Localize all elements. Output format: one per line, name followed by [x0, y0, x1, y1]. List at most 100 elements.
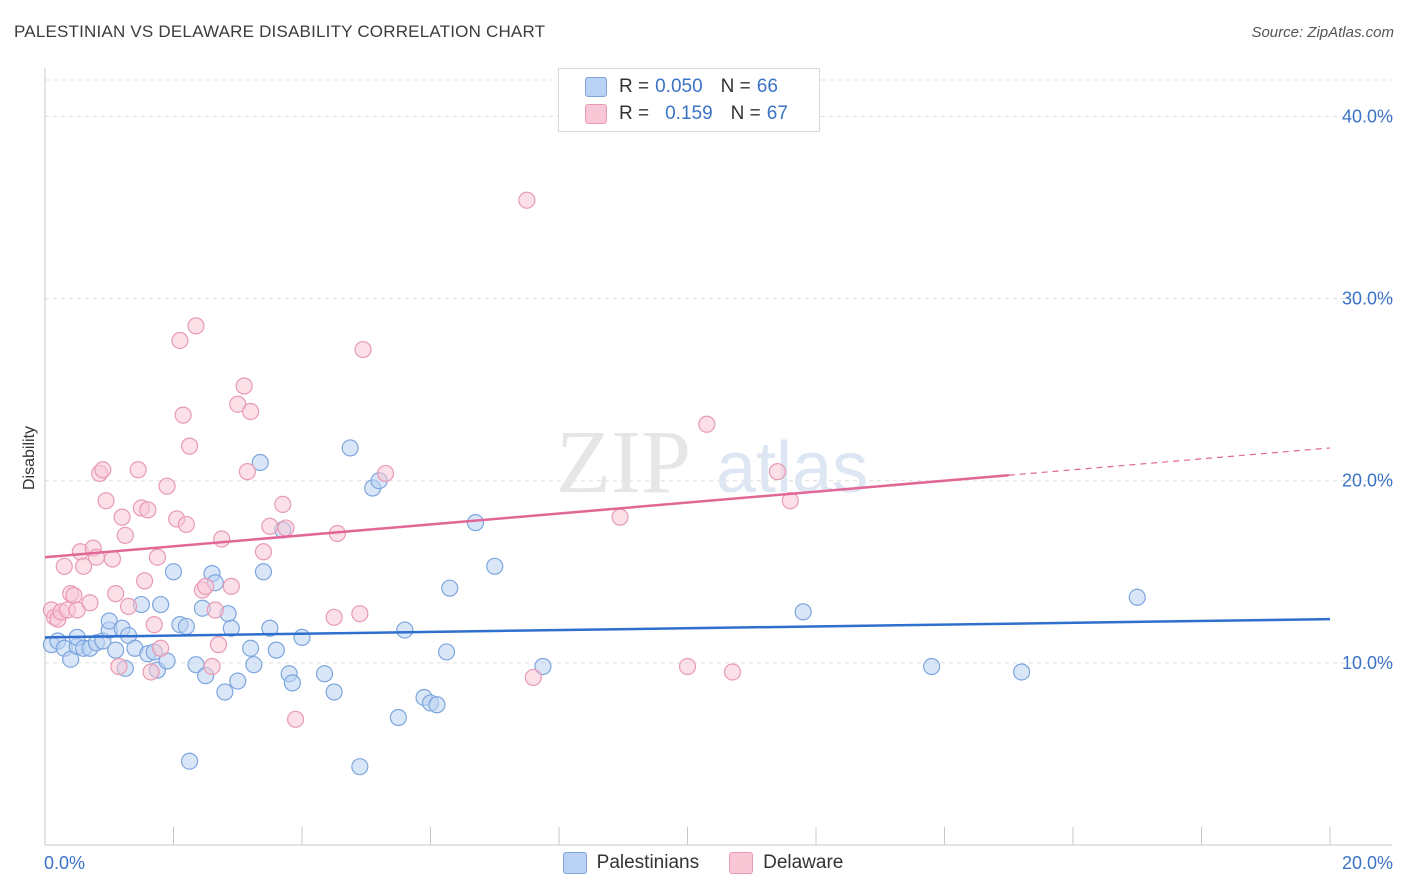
point-delaware [145, 616, 163, 634]
legend-r-label: R = [619, 76, 650, 97]
point-palestinians [152, 595, 170, 614]
chart-title: PALESTINIAN VS DELAWARE DISABILITY CORRE… [14, 22, 546, 41]
point-palestinians [216, 683, 234, 701]
point-delaware [81, 594, 99, 612]
point-delaware [177, 515, 195, 534]
point-delaware [678, 657, 697, 676]
bottom-legend-swatch-blue [562, 852, 587, 874]
point-palestinians [325, 683, 343, 701]
point-delaware [107, 585, 125, 603]
legend-n-label: N = [730, 103, 761, 124]
point-palestinians [177, 617, 195, 636]
y-tick-label: 20.0% [1342, 471, 1393, 491]
point-palestinians [341, 439, 359, 457]
point-palestinians [923, 657, 941, 676]
legend-box: R = 0.050 N = 66 R = 0.159 N = 67 [558, 68, 820, 132]
point-palestinians [251, 453, 269, 472]
legend-n-value: 67 [766, 103, 788, 124]
point-delaware [203, 657, 221, 676]
point-delaware [180, 437, 199, 455]
point-delaware [74, 557, 93, 575]
point-delaware [171, 331, 189, 350]
point-delaware [238, 463, 256, 481]
point-delaware [116, 526, 134, 544]
watermark-zip: ZIP [556, 413, 691, 512]
point-delaware [524, 668, 542, 687]
point-delaware [139, 501, 157, 519]
x-tick-labels: 0.0% 20.0% [44, 853, 1393, 873]
point-delaware [213, 530, 231, 548]
point-delaware [351, 605, 369, 623]
legend-row-palestinians: R = 0.050 N = 66 [585, 75, 778, 99]
point-delaware [187, 317, 205, 335]
legend-r-value: 0.159 [665, 103, 713, 124]
point-palestinians [466, 514, 485, 532]
point-palestinians [107, 641, 125, 659]
point-palestinians [100, 612, 118, 630]
point-palestinians [293, 628, 311, 646]
axes [44, 68, 1392, 846]
trend-line-delaware-extension [1008, 447, 1331, 476]
point-delaware [158, 477, 176, 495]
point-delaware [274, 495, 292, 513]
point-palestinians [254, 563, 273, 581]
point-delaware [286, 710, 305, 728]
legend-r-label: R = [619, 103, 650, 124]
source-label: Source: ZipAtlas.com [1251, 24, 1394, 41]
grid-lines [45, 79, 1392, 664]
bottom-legend-palestinians: Palestinians [562, 852, 699, 874]
point-delaware [698, 415, 716, 433]
point-delaware [325, 608, 343, 626]
point-delaware [135, 572, 154, 590]
point-delaware [723, 663, 742, 681]
y-tick-label: 40.0% [1342, 106, 1393, 126]
point-delaware [174, 406, 192, 424]
point-palestinians [396, 621, 414, 639]
point-palestinians [229, 672, 247, 690]
point-palestinians [441, 579, 459, 597]
point-palestinians [222, 619, 240, 637]
legend-r-value: 0.050 [655, 76, 703, 97]
point-delaware [235, 377, 253, 395]
point-delaware [354, 340, 372, 359]
point-palestinians [486, 557, 504, 575]
y-axis-label: Disability [21, 426, 38, 490]
legend-n-value: 66 [756, 76, 778, 97]
point-palestinians [389, 708, 407, 727]
point-delaware [277, 519, 295, 537]
point-delaware [103, 550, 122, 568]
point-delaware [229, 395, 247, 413]
point-delaware [206, 601, 224, 619]
point-delaware [110, 657, 128, 676]
bottom-legend-label: Delaware [763, 852, 844, 873]
point-palestinians [428, 696, 446, 714]
legend-n-label: N = [720, 76, 751, 97]
point-delaware [68, 601, 86, 619]
point-palestinians [534, 657, 552, 676]
point-delaware [222, 577, 240, 595]
point-delaware [242, 402, 260, 421]
legend-row-delaware: R = 0.159 N = 67 [585, 102, 788, 126]
point-palestinians [261, 619, 279, 637]
legend-swatch-pink [585, 104, 607, 124]
point-delaware [768, 463, 787, 481]
bottom-legend: Palestinians Delaware [0, 852, 1406, 874]
y-tick-label: 10.0% [1342, 653, 1393, 673]
point-delaware [197, 577, 215, 595]
data-points [42, 191, 1146, 776]
legend-swatch-blue [585, 77, 607, 97]
trend-line-palestinians [44, 617, 1331, 639]
point-delaware [261, 517, 279, 535]
point-delaware [142, 663, 160, 681]
x-tick-label: 0.0% [44, 853, 85, 873]
point-delaware [611, 508, 629, 526]
trend-line-delaware [44, 474, 1009, 559]
point-delaware [65, 586, 83, 605]
point-delaware [254, 543, 273, 561]
point-delaware [148, 548, 167, 566]
point-delaware [209, 636, 228, 654]
point-delaware [129, 461, 147, 479]
point-palestinians [1012, 663, 1031, 681]
y-tick-label: 30.0% [1342, 289, 1393, 309]
